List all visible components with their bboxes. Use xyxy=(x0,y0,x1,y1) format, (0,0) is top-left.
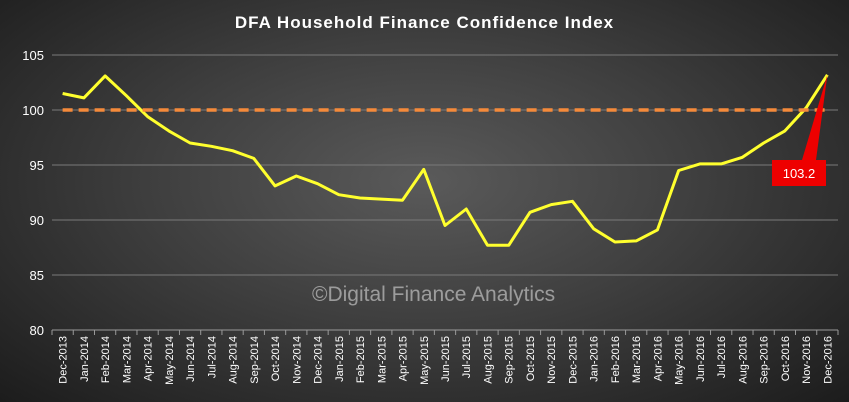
y-tick-label: 95 xyxy=(30,158,44,173)
x-tick-label: Oct-2016 xyxy=(780,336,792,381)
x-tick-label: Jul-2015 xyxy=(461,336,473,378)
x-tick-label: Aug-2014 xyxy=(228,336,240,384)
x-tick-label: Nov-2016 xyxy=(801,336,813,384)
x-tick-label: May-2016 xyxy=(674,336,686,385)
x-tick-label: Jan-2014 xyxy=(79,336,91,382)
x-tick-label: Mar-2016 xyxy=(631,336,643,383)
x-tick-label: Feb-2016 xyxy=(610,336,622,383)
x-tick-label: Dec-2013 xyxy=(58,336,70,384)
x-tick-label: May-2014 xyxy=(164,336,176,385)
x-tick-label: Apr-2015 xyxy=(398,336,410,381)
x-tick-label: Jul-2014 xyxy=(206,336,218,378)
y-tick-label: 100 xyxy=(22,103,44,118)
callout-box xyxy=(772,160,826,186)
x-tick-label: Dec-2016 xyxy=(822,336,834,384)
x-tick-label: Dec-2015 xyxy=(567,336,579,384)
y-tick-label: 105 xyxy=(22,48,44,63)
x-tick-label: Dec-2014 xyxy=(313,336,325,384)
x-tick-label: Nov-2015 xyxy=(546,336,558,384)
x-tick-label: Apr-2016 xyxy=(652,336,664,381)
x-tick-label: Jan-2015 xyxy=(334,336,346,382)
confidence-index-line xyxy=(62,73,829,247)
x-tick-label: May-2015 xyxy=(419,336,431,385)
callout-label: 103.2 xyxy=(783,166,816,181)
y-tick-label: 85 xyxy=(30,268,44,283)
x-tick-label: Jan-2016 xyxy=(589,336,601,382)
x-tick-label: Jul-2016 xyxy=(716,336,728,378)
x-tick-label: Aug-2015 xyxy=(482,336,494,384)
x-tick-label: Jun-2014 xyxy=(185,336,197,382)
x-tick-label: Mar-2014 xyxy=(121,336,133,383)
x-tick-label: Oct-2014 xyxy=(270,336,282,381)
x-tick-label: Jun-2015 xyxy=(440,336,452,382)
x-tick-label: Sep-2015 xyxy=(504,336,516,384)
x-tick-label: Mar-2015 xyxy=(376,336,388,383)
x-tick-label: Aug-2016 xyxy=(737,336,749,384)
y-tick-label: 90 xyxy=(30,213,44,228)
x-tick-label: Apr-2014 xyxy=(143,336,155,381)
x-tick-label: Jun-2016 xyxy=(695,336,707,382)
x-tick-label: Sep-2014 xyxy=(249,336,261,384)
x-tick-label: Feb-2015 xyxy=(355,336,367,383)
x-tick-label: Feb-2014 xyxy=(100,336,112,383)
callout-pointer xyxy=(802,74,828,160)
x-tick-label: Nov-2014 xyxy=(291,336,303,384)
x-tick-label: Sep-2016 xyxy=(759,336,771,384)
x-tick-label: Oct-2015 xyxy=(525,336,537,381)
y-tick-label: 80 xyxy=(30,323,44,338)
chart-title: DFA Household Finance Confidence Index xyxy=(234,13,615,32)
watermark: ©Digital Finance Analytics xyxy=(312,283,556,306)
